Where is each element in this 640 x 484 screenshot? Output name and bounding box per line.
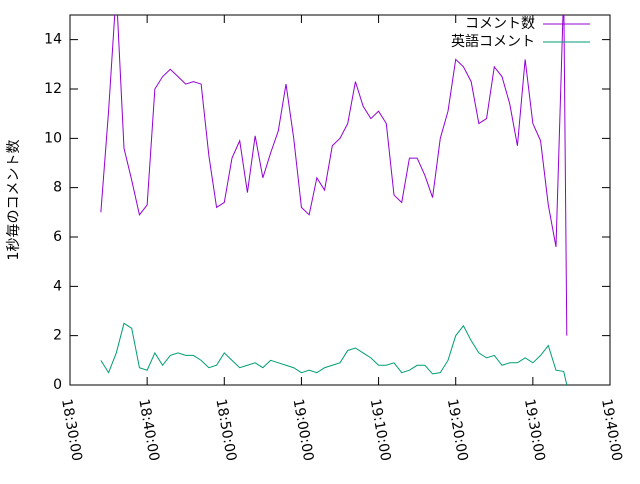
series-line [100,322,568,385]
y-axis-label: 1秒毎のコメント数 [6,140,22,261]
y-tick-label: 2 [53,328,62,344]
series-line [100,15,568,336]
x-tick-label: 19:00:00 [290,398,317,463]
plot-frame [69,14,611,386]
x-tick-label: 19:40:00 [598,398,625,463]
y-tick-label: 10 [44,130,62,146]
y-tick-label: 8 [53,180,62,196]
x-tick-label: 19:10:00 [367,398,394,463]
y-tick-label: 4 [53,278,62,294]
x-tick-label: 19:20:00 [444,398,471,463]
y-tick-label: 14 [44,32,62,48]
x-tick-label: 18:30:00 [58,398,85,463]
x-tick-label: 18:50:00 [212,398,239,463]
y-tick-label: 0 [53,377,62,393]
legend-label: 英語コメント [451,33,535,50]
legend-label: コメント数 [465,16,535,32]
y-tick-label: 12 [44,81,62,97]
x-tick-label: 19:30:00 [521,398,548,463]
x-tick-label: 18:40:00 [135,398,162,463]
y-tick-label: 6 [53,229,62,245]
